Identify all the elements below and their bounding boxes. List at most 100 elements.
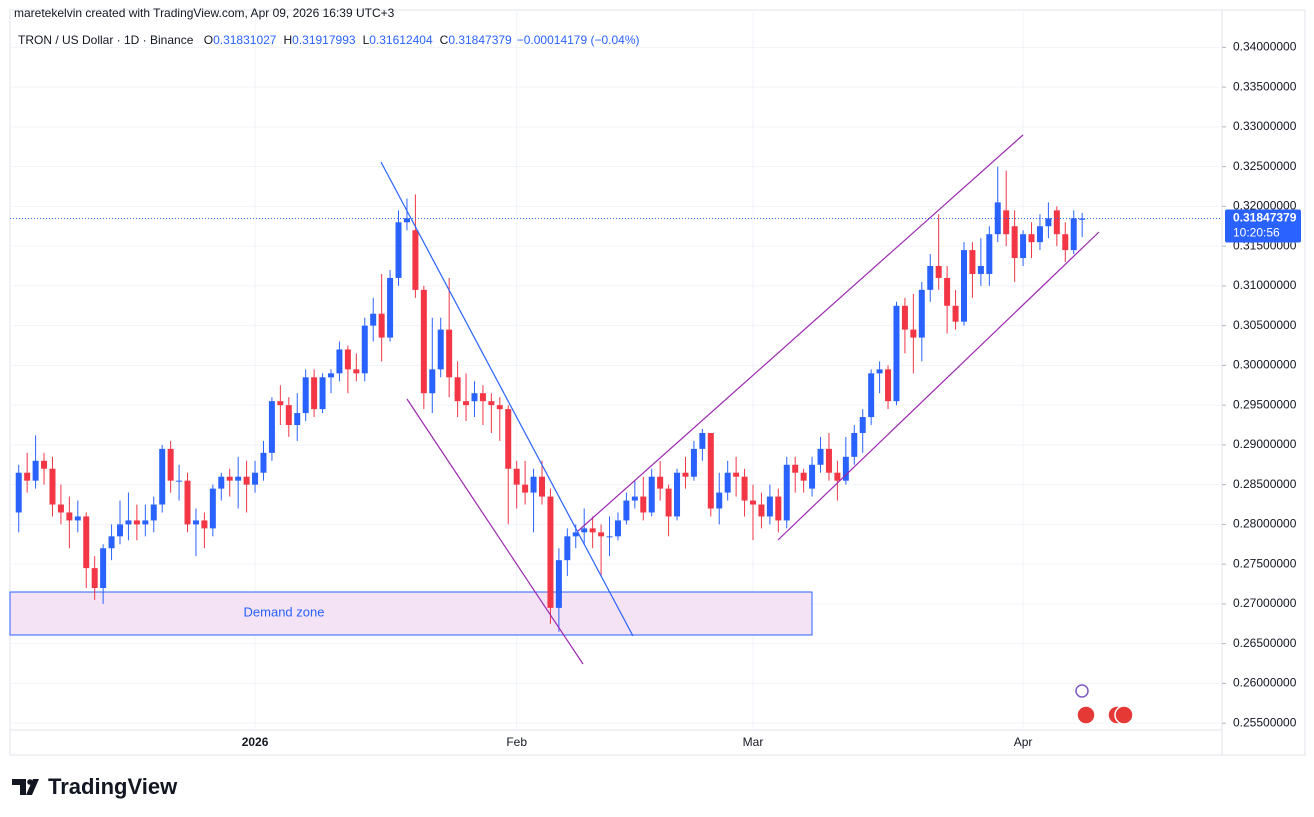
ohlc-key: O [204, 33, 213, 47]
candle-body [133, 520, 140, 525]
candle-body [927, 266, 934, 290]
candle-body [859, 417, 866, 433]
candle-body [218, 476, 225, 489]
candle-body [522, 484, 529, 493]
candle-body [513, 468, 520, 485]
candle-body [235, 476, 242, 481]
candle-body [817, 448, 824, 465]
candle-body [370, 313, 377, 326]
candle-body [437, 329, 444, 370]
candle-body [100, 548, 107, 589]
candle-body [707, 432, 714, 509]
channel-line [577, 134, 1024, 532]
candle-body [378, 313, 385, 338]
event-icons [1075, 684, 1134, 725]
candle-body [918, 289, 925, 338]
candle-body [868, 373, 875, 418]
candle-body [1011, 226, 1018, 259]
candle-body [1045, 218, 1052, 227]
candle-body [336, 349, 343, 374]
candle-body [1053, 210, 1060, 235]
candle-body [41, 460, 48, 469]
y-tick-label: 0.27000000 [1233, 596, 1297, 610]
candle-body [674, 472, 681, 517]
candle-body [387, 277, 394, 338]
trend-line [380, 161, 634, 637]
ohlc-value: 0.31917993 [292, 33, 356, 47]
candle-body [496, 405, 503, 410]
candle-body [640, 496, 647, 513]
candle-body [412, 230, 419, 290]
candle-body [184, 480, 191, 525]
y-tick-label: 0.29500000 [1233, 397, 1297, 411]
y-tick-label: 0.29000000 [1233, 437, 1297, 451]
candle-body [1036, 226, 1043, 243]
grid [10, 10, 1222, 730]
candle-body [834, 472, 841, 481]
x-tick-label: Apr [1014, 735, 1033, 749]
candle-body [1070, 218, 1077, 251]
candle-body [547, 496, 554, 608]
y-tick-label: 0.32000000 [1233, 199, 1297, 213]
symbol: TRON / US Dollar · 1D · Binance [18, 33, 194, 47]
candle-body [66, 512, 73, 521]
candle-body [226, 476, 233, 481]
credit: maretekelvin created with TradingView.co… [14, 6, 395, 20]
candle-body [252, 472, 259, 485]
candle-body [1020, 234, 1027, 259]
candle-body [876, 369, 883, 374]
candle-body [488, 401, 495, 406]
x-tick-label: Feb [506, 735, 527, 749]
candle-body [192, 520, 199, 525]
brand: TradingView [48, 774, 178, 799]
candle-body [361, 325, 368, 374]
ohlc-key: C [440, 33, 449, 47]
candle-body [1003, 210, 1010, 235]
candle-body [539, 476, 545, 497]
candle-body [572, 532, 579, 537]
candle-body [108, 536, 115, 549]
candle-body [15, 472, 22, 513]
candle-body [142, 520, 149, 525]
candle-body [614, 520, 621, 537]
y-tick-label: 0.30000000 [1233, 358, 1297, 372]
candle-body [344, 349, 351, 370]
candle-body [176, 480, 183, 482]
symbol-header: TRON / US Dollar · 1D · Binance O0.31831… [18, 33, 640, 47]
y-tick-label: 0.30500000 [1233, 318, 1297, 332]
y-tick-label: 0.28500000 [1233, 477, 1297, 491]
channel-line [777, 231, 1100, 541]
candle-body [885, 369, 892, 402]
candle-body [682, 472, 689, 477]
candle-body [986, 234, 993, 274]
candle-body [766, 496, 773, 517]
candle-body [724, 472, 731, 493]
y-tick-label: 0.31000000 [1233, 278, 1297, 292]
candle-body [733, 472, 740, 477]
candle-body [294, 413, 301, 426]
candle-body [969, 250, 976, 274]
candle-body [775, 496, 782, 521]
y-tick-label: 0.33000000 [1233, 119, 1297, 133]
candle-body [479, 393, 486, 402]
candle-body [420, 289, 427, 394]
y-tick-label: 0.25500000 [1233, 715, 1297, 729]
candle-body [741, 476, 748, 501]
candle-body [648, 476, 655, 513]
candle-body [910, 329, 917, 338]
candle-body [83, 516, 90, 569]
candle-body [690, 448, 697, 477]
candle-body [395, 222, 402, 278]
logo [12, 779, 39, 795]
candle-body [277, 401, 284, 406]
candle-body [328, 373, 334, 378]
candle-body [446, 329, 453, 378]
candle-body [598, 532, 605, 537]
candle-body [716, 492, 723, 509]
candle-body [463, 401, 470, 406]
candle-body [589, 528, 596, 533]
channel-line [406, 398, 584, 665]
price-label: 0.31847379 [1233, 211, 1297, 225]
candle-body [800, 472, 807, 481]
candle-body [842, 456, 849, 481]
